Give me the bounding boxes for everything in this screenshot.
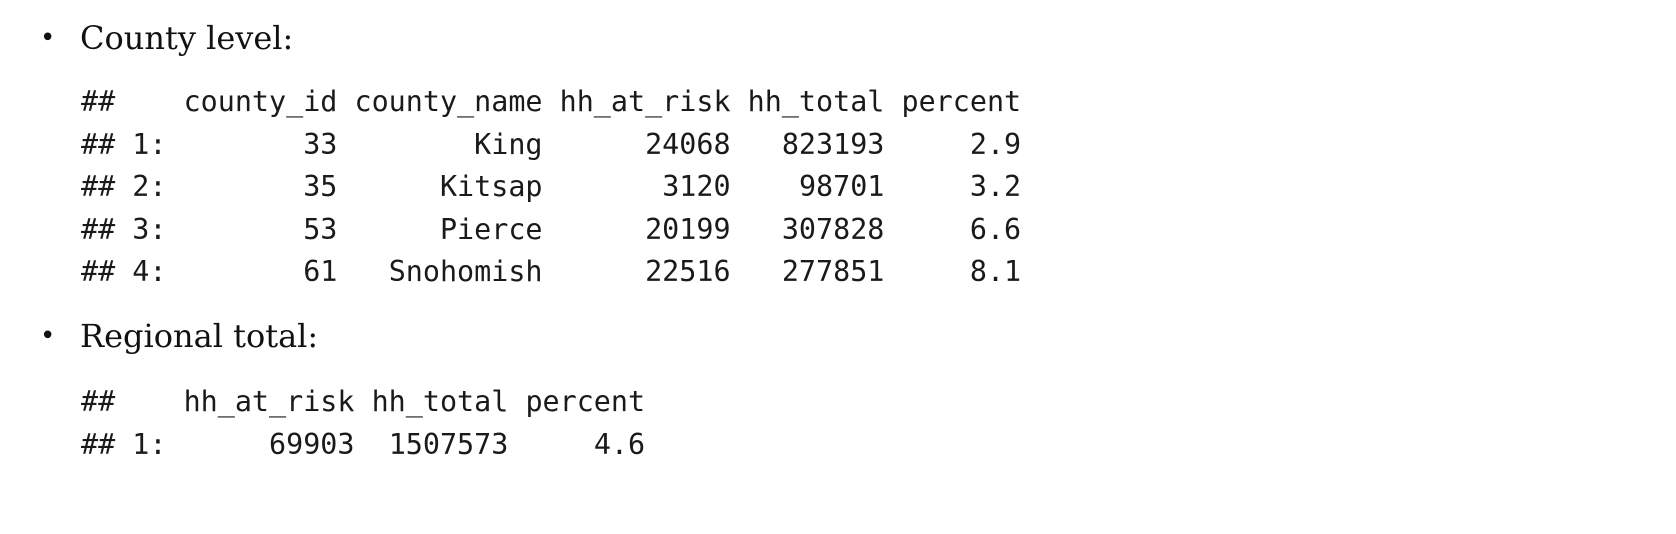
table-row: ## 4: 61 Snohomish 22516 277851 8.1 [81,255,1021,288]
table-cell: 35 [303,170,338,204]
table-cell: 4.6 [593,427,646,461]
table-cell: 69903 [269,427,355,461]
row-index: ## 1: [81,127,167,161]
county-output-table: ## county_id county_name hh_at_risk hh_t… [81,81,1021,294]
regional-output-table: ## hh_at_risk hh_total percent ## 1: 699… [81,381,645,466]
table-cell: 98701 [798,170,885,204]
column-header: percent [901,85,1022,118]
table-cell: 823193 [781,127,885,161]
section-label: Regional total: [80,317,319,355]
table-row: ## 2: 35 Kitsap 3120 98701 3.2 [81,170,1021,203]
row-index-header: ## [81,85,167,118]
row-index: ## 2: [81,170,167,204]
section-label: County level: [80,19,294,57]
table-cell: King [474,127,543,161]
bullet-item-regional-total: • Regional total: [40,316,318,356]
table-cell: 20199 [645,212,731,246]
bullet-dot-icon: • [40,321,56,351]
table-row: ## 3: 53 Pierce 20199 307828 6.6 [81,213,1021,246]
column-header: hh_at_risk [559,85,731,118]
row-index: ## 1: [81,427,167,461]
table-cell: 24068 [645,127,731,161]
table-cell: 277851 [781,255,885,289]
table-header-row: ## county_id county_name hh_at_risk hh_t… [81,85,1021,118]
table-cell: 61 [303,255,338,289]
column-header: hh_total [371,385,509,418]
table-cell: 1507573 [388,427,509,461]
bullet-item-county-level: • County level: [40,18,293,58]
table-cell: 53 [303,212,338,246]
table-cell: 6.6 [969,212,1022,246]
table-cell: Kitsap [439,170,543,204]
table-cell: 33 [303,127,338,161]
table-cell: 3.2 [969,170,1022,204]
table-cell: 307828 [781,212,885,246]
row-index-header: ## [81,385,167,418]
column-header: hh_at_risk [183,385,355,418]
table-cell: 8.1 [969,255,1022,289]
column-header: county_name [354,85,543,118]
row-index: ## 3: [81,212,167,246]
table-cell: Pierce [439,212,543,246]
column-header: county_id [183,85,338,118]
column-header: hh_total [747,85,885,118]
row-index: ## 4: [81,255,167,289]
table-row: ## 1: 33 King 24068 823193 2.9 [81,128,1021,161]
column-header: percent [525,385,646,418]
bullet-dot-icon: • [40,23,56,53]
table-header-row: ## hh_at_risk hh_total percent [81,385,645,418]
table-cell: 2.9 [969,127,1022,161]
table-cell: 3120 [662,170,731,204]
table-cell: Snohomish [388,255,543,289]
table-cell: 22516 [645,255,731,289]
table-row: ## 1: 69903 1507573 4.6 [81,428,645,461]
